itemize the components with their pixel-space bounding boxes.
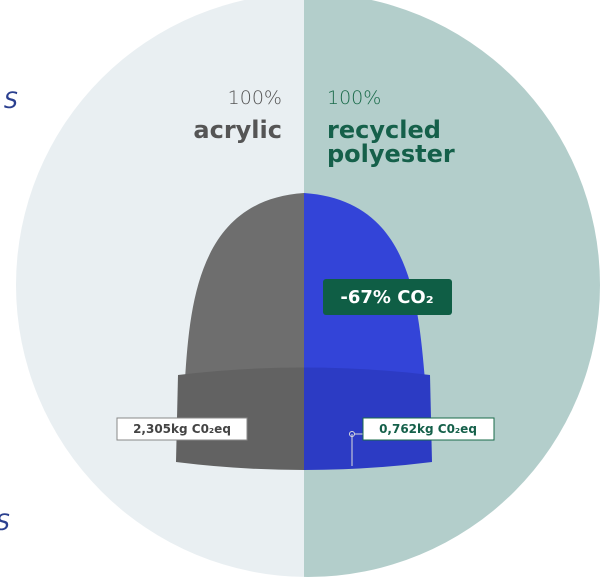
side-letter: S — [0, 511, 10, 536]
left-emission: 2,305kg C0₂eq — [133, 422, 231, 436]
right-emission: 0,762kg C0₂eq — [379, 422, 477, 436]
left-percent: 100% — [228, 87, 282, 109]
right-percent: 100% — [327, 87, 381, 109]
badge-text: -67% CO₂ — [340, 287, 433, 308]
left-material: acrylic — [193, 116, 282, 144]
side-letter: S — [4, 89, 18, 114]
right-material: polyester — [327, 140, 455, 168]
infographic: S S 100% acrylic 100% recycled polyester… — [0, 0, 605, 586]
